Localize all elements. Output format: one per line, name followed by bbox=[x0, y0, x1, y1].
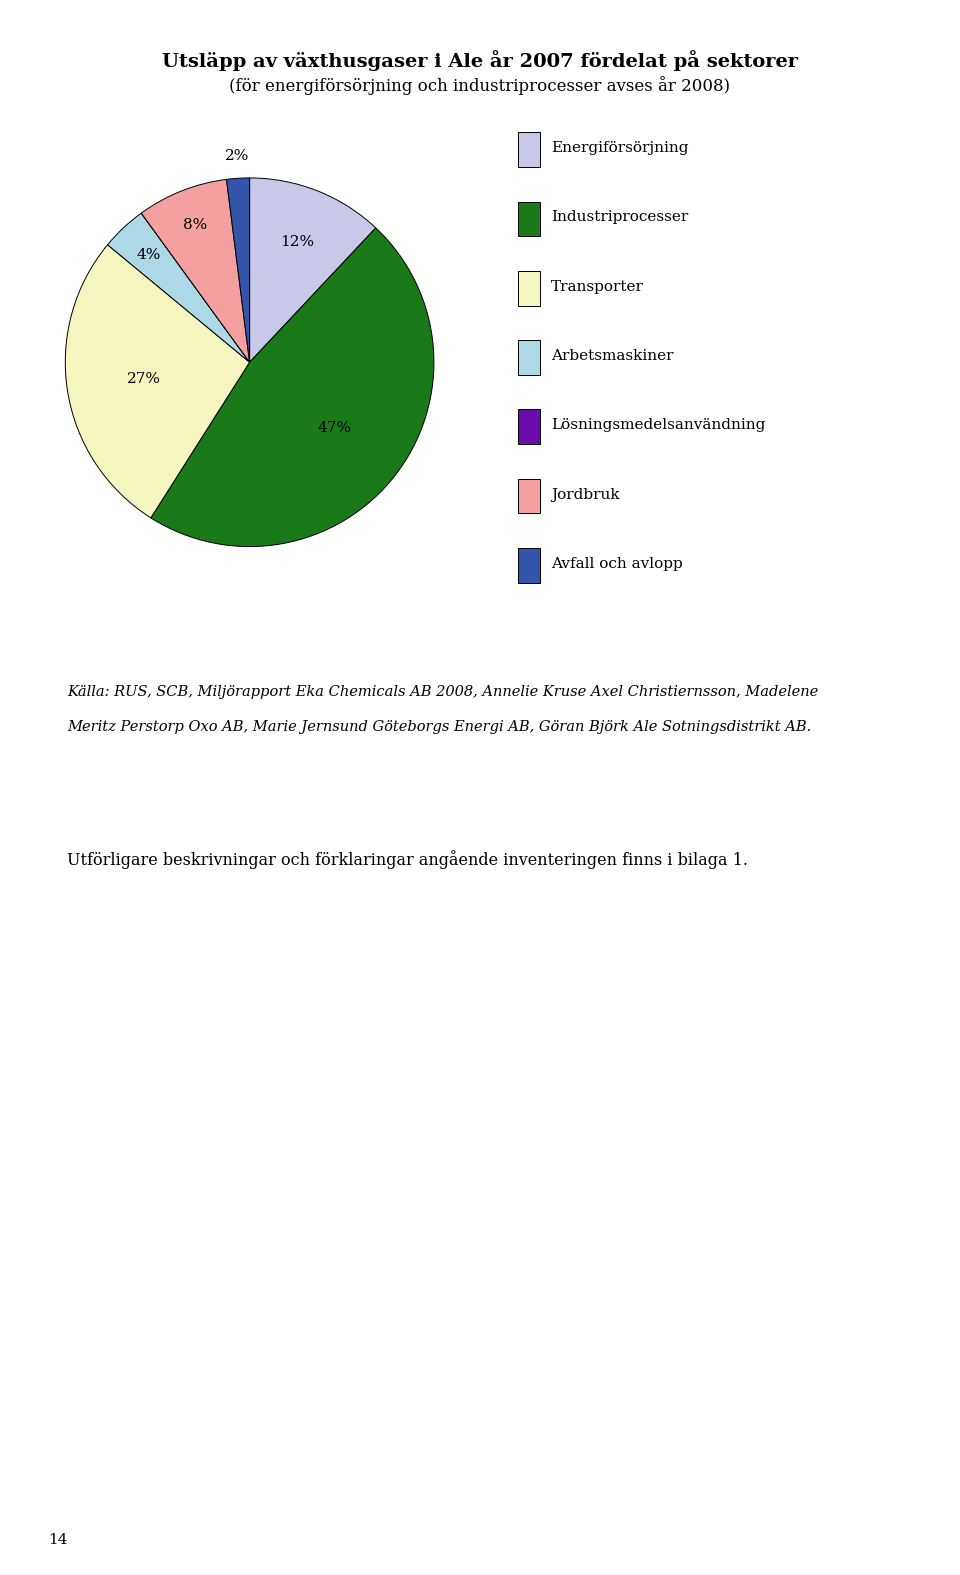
Text: 27%: 27% bbox=[127, 372, 161, 386]
Text: 12%: 12% bbox=[280, 235, 314, 249]
Wedge shape bbox=[250, 178, 375, 362]
Text: Utförligare beskrivningar och förklaringar angående inventeringen finns i bilaga: Utförligare beskrivningar och förklaring… bbox=[67, 850, 748, 869]
Text: 2%: 2% bbox=[225, 150, 249, 164]
Text: 47%: 47% bbox=[317, 421, 351, 435]
Text: Arbetsmaskiner: Arbetsmaskiner bbox=[551, 350, 674, 362]
Wedge shape bbox=[108, 213, 250, 362]
Text: 8%: 8% bbox=[183, 219, 207, 232]
Wedge shape bbox=[65, 244, 250, 518]
Text: Avfall och avlopp: Avfall och avlopp bbox=[551, 558, 683, 570]
Text: Industriprocesser: Industriprocesser bbox=[551, 211, 688, 224]
Text: 4%: 4% bbox=[136, 247, 161, 261]
Text: Utsläpp av växthusgaser i Ale år 2007 fördelat på sektorer: Utsläpp av växthusgaser i Ale år 2007 fö… bbox=[162, 50, 798, 71]
Wedge shape bbox=[141, 213, 250, 362]
Text: Källa: RUS, SCB, Miljörapport Eka Chemicals AB 2008, Annelie Kruse Axel Christie: Källa: RUS, SCB, Miljörapport Eka Chemic… bbox=[67, 685, 819, 699]
Wedge shape bbox=[141, 180, 250, 362]
Text: Lösningsmedelsanvändning: Lösningsmedelsanvändning bbox=[551, 419, 765, 432]
Text: Jordbruk: Jordbruk bbox=[551, 488, 619, 501]
Text: (för energiförsörjning och industriprocesser avses år 2008): (för energiförsörjning och industriproce… bbox=[229, 76, 731, 94]
Wedge shape bbox=[227, 178, 250, 362]
Text: 14: 14 bbox=[48, 1532, 67, 1547]
Text: Meritz Perstorp Oxo AB, Marie Jernsund Göteborgs Energi AB, Göran Björk Ale Sotn: Meritz Perstorp Oxo AB, Marie Jernsund G… bbox=[67, 720, 811, 734]
Wedge shape bbox=[151, 228, 434, 547]
Text: Transporter: Transporter bbox=[551, 280, 644, 293]
Text: Energiförsörjning: Energiförsörjning bbox=[551, 142, 688, 154]
